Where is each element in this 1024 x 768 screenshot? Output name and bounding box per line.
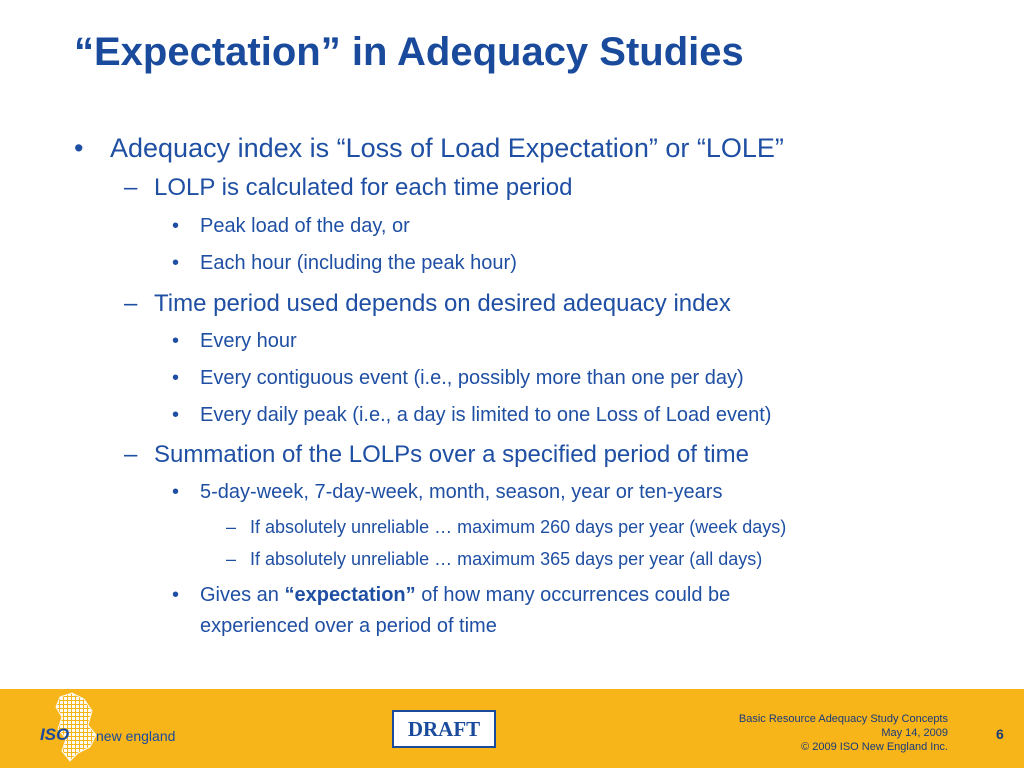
bullet-marker: • bbox=[172, 584, 180, 606]
bullet-continuation: experienced over a period of time bbox=[200, 615, 497, 637]
bullet-text: If absolutely unreliable … maximum 260 d… bbox=[250, 517, 787, 537]
bullet-text: Time period used depends on desired adeq… bbox=[154, 290, 731, 317]
iso-ne-logo bbox=[0, 689, 178, 768]
footer-bar bbox=[0, 689, 1024, 768]
logo-iso-text: ISO bbox=[40, 725, 70, 744]
bullet-marker: • bbox=[172, 404, 180, 426]
bullet-text: Every hour bbox=[200, 330, 297, 352]
bullet-marker: – bbox=[124, 290, 138, 317]
bullet-marker: • bbox=[172, 215, 180, 237]
meta-copyright: © 2009 ISO New England Inc. bbox=[801, 741, 948, 753]
bullet-text-bold: “expectation” bbox=[284, 584, 416, 606]
bullet-text-end: of how many occurrences could be bbox=[415, 584, 731, 606]
bullet-text: If absolutely unreliable … maximum 365 d… bbox=[250, 549, 763, 569]
bullet-text-start: Gives an bbox=[200, 584, 285, 606]
bullet-text: Every contiguous event (i.e., possibly m… bbox=[200, 367, 744, 389]
bullet-marker: • bbox=[172, 252, 180, 274]
bullet-text: Each hour (including the peak hour) bbox=[200, 252, 517, 274]
bullet-text: Every daily peak (i.e., a day is limited… bbox=[200, 404, 772, 426]
bullet-marker: • bbox=[172, 367, 180, 389]
bullet-marker: • bbox=[172, 481, 180, 503]
bullet-text: 5-day-week, 7-day-week, month, season, y… bbox=[200, 481, 723, 503]
meta-date: May 14, 2009 bbox=[881, 727, 948, 739]
bullet-marker: • bbox=[74, 133, 84, 163]
bullet-text: Peak load of the day, or bbox=[200, 215, 410, 237]
bullet-marker: – bbox=[124, 441, 138, 468]
bullet-text: Adequacy index is “Loss of Load Expectat… bbox=[110, 133, 784, 163]
bullet-text: Summation of the LOLPs over a specified … bbox=[154, 441, 749, 468]
bullet-marker: • bbox=[172, 330, 180, 352]
bullet-text: LOLP is calculated for each time period bbox=[154, 174, 573, 201]
page-number: 6 bbox=[996, 726, 1004, 742]
new-england-map-icon bbox=[55, 692, 97, 762]
bullet-marker: – bbox=[226, 549, 237, 569]
bullet-marker: – bbox=[124, 174, 138, 201]
footer-meta: Basic Resource Adequacy Study Concepts M… bbox=[739, 712, 948, 754]
logo-name-text: new england bbox=[96, 728, 176, 744]
bullet-text: Gives an “expectation” of how many occur… bbox=[200, 584, 730, 607]
bullet-marker: – bbox=[226, 517, 237, 537]
draft-label: DRAFT bbox=[392, 710, 496, 748]
slide-title: “Expectation” in Adequacy Studies bbox=[74, 30, 744, 74]
meta-title: Basic Resource Adequacy Study Concepts bbox=[738, 713, 948, 725]
